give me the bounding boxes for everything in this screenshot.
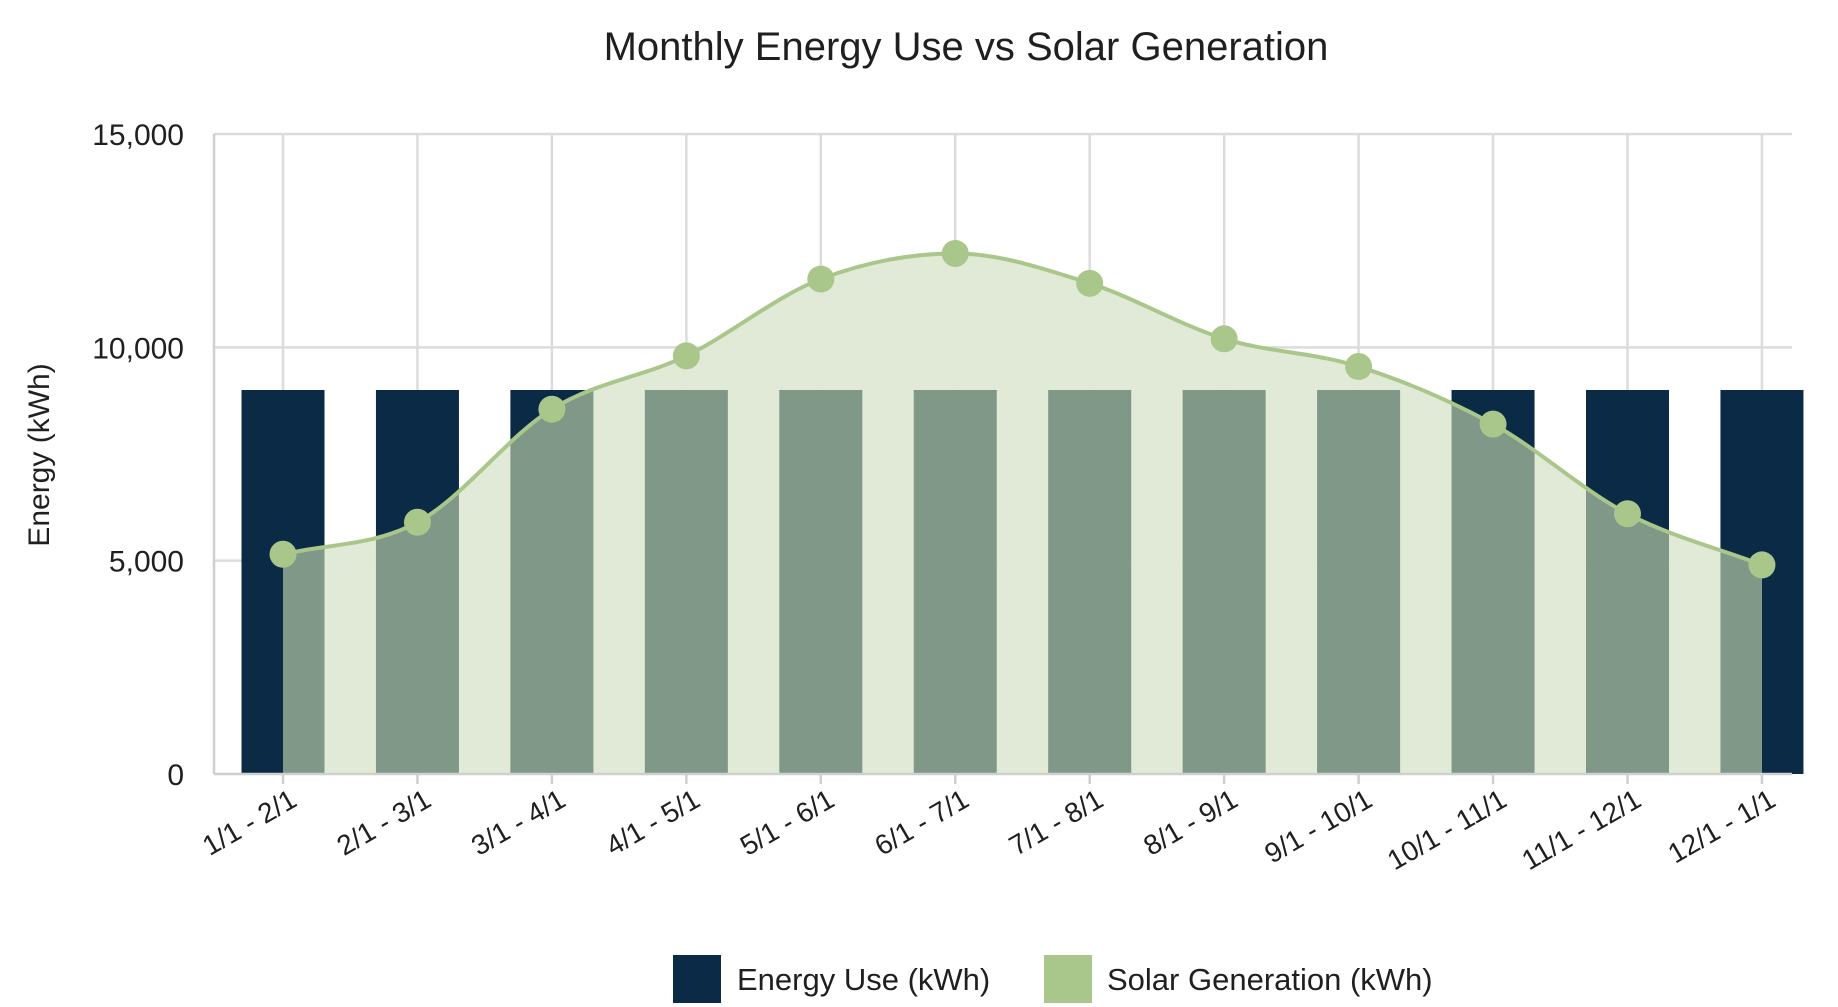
- x-tick-label: 10/1 - 11/1: [1382, 783, 1512, 876]
- y-tick-labels: 0 5,000 10,000 15,000: [92, 119, 184, 792]
- area-solar-generation: [283, 253, 1762, 774]
- line-layer: [282, 251, 1763, 567]
- point-solar-generation: [538, 395, 566, 423]
- points-layer: [269, 239, 1776, 579]
- bar-overlap-solar: [1048, 390, 1132, 774]
- area-layer: [283, 253, 1762, 774]
- legend-label-solar-generation: Solar Generation (kWh): [1107, 962, 1433, 997]
- point-solar-generation: [1210, 325, 1238, 353]
- point-solar-generation: [1614, 500, 1641, 528]
- x-tick-label: 11/1 - 12/1: [1516, 783, 1646, 876]
- x-tick-label: 1/1 - 2/1: [197, 783, 301, 861]
- point-solar-generation: [1748, 551, 1776, 579]
- legend-swatch-energy-use: [673, 955, 721, 1003]
- x-tick-label: 12/1 - 1/1: [1663, 783, 1781, 869]
- legend-swatch-solar-generation: [1044, 955, 1092, 1003]
- point-solar-generation: [269, 540, 297, 568]
- point-solar-generation: [672, 342, 700, 370]
- x-tick-label: 5/1 - 6/1: [735, 783, 839, 861]
- x-tick-label: 7/1 - 8/1: [1004, 783, 1108, 861]
- bar-overlap-solar: [1451, 390, 1535, 774]
- bar-overlap-solar: [644, 390, 728, 774]
- x-tick-label: 6/1 - 7/1: [869, 783, 973, 861]
- axis-layer: [212, 134, 1792, 784]
- point-solar-generation: [807, 265, 835, 293]
- legend: Energy Use (kWh) Solar Generation (kWh): [673, 955, 1433, 1003]
- x-tick-label: 4/1 - 5/1: [600, 783, 704, 861]
- line-solar-generation: [282, 251, 1763, 567]
- point-solar-generation: [941, 239, 969, 267]
- y-tick-label: 5,000: [109, 546, 184, 579]
- y-axis-label: Energy (kWh): [23, 363, 56, 546]
- x-tick-labels: 1/1 - 2/1 2/1 - 3/1 3/1 - 4/1 4/1 - 5/1 5/1 …: [197, 783, 1780, 876]
- x-tick-label: 3/1 - 4/1: [466, 783, 570, 861]
- x-tick-label: 8/1 - 9/1: [1138, 783, 1242, 861]
- chart-title: Monthly Energy Use vs Solar Generation: [604, 25, 1329, 69]
- point-solar-generation: [1076, 269, 1104, 297]
- bar-overlap-solar: [913, 390, 997, 774]
- point-solar-generation: [403, 508, 431, 536]
- point-solar-generation: [1345, 353, 1373, 381]
- bar-overlap-solar: [1182, 390, 1266, 774]
- x-tick-label: 2/1 - 3/1: [332, 783, 436, 861]
- y-tick-label: 0: [167, 759, 184, 792]
- y-tick-label: 15,000: [92, 119, 184, 152]
- bar-overlap-solar: [510, 390, 594, 774]
- bar-overlap-solar: [1317, 390, 1401, 774]
- y-tick-label: 10,000: [92, 332, 184, 365]
- point-solar-generation: [1479, 410, 1507, 438]
- bar-overlap-solar: [779, 390, 863, 774]
- x-tick-label: 9/1 - 10/1: [1259, 783, 1377, 869]
- legend-label-energy-use: Energy Use (kWh): [737, 962, 990, 997]
